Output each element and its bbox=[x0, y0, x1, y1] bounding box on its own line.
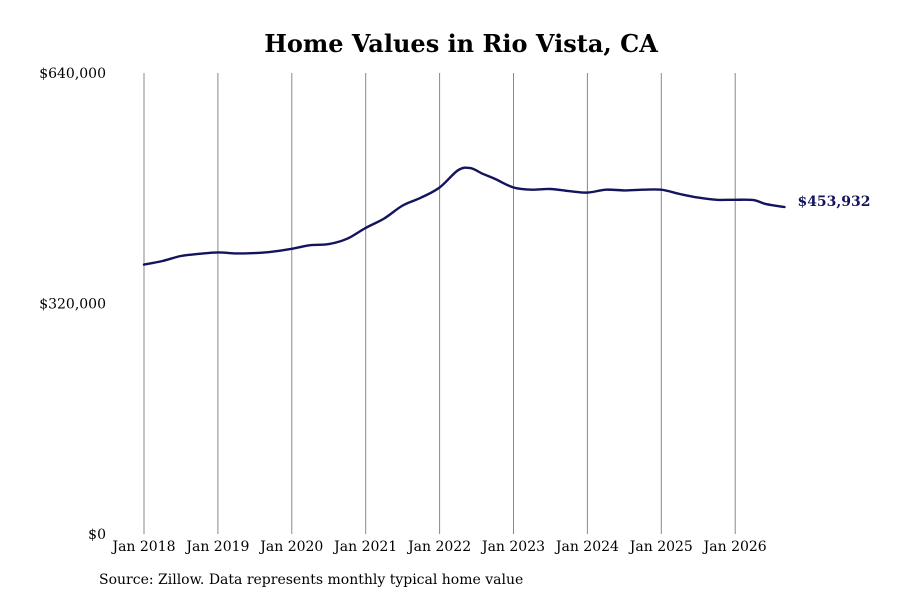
x-tick-label: Jan 2020 bbox=[258, 539, 323, 555]
x-tick-label: Jan 2021 bbox=[332, 539, 397, 555]
y-tick-label: $320,000 bbox=[39, 297, 106, 313]
series-line bbox=[142, 166, 786, 266]
x-tick-label: Jan 2026 bbox=[702, 539, 767, 555]
y-tick-label: $640,000 bbox=[39, 66, 106, 82]
chart-title: Home Values in Rio Vista, CA bbox=[264, 29, 658, 58]
x-tick-label: Jan 2024 bbox=[554, 539, 619, 555]
y-tick-label: $0 bbox=[88, 527, 106, 543]
x-tick-label: Jan 2018 bbox=[110, 539, 175, 555]
x-axis: Jan 2018 Jan 2019 Jan 2020 Jan 2021 Jan 2022… bbox=[110, 539, 766, 555]
x-tick-label: Jan 2022 bbox=[406, 539, 471, 555]
x-tick-label: Jan 2025 bbox=[628, 539, 693, 555]
grid-lines bbox=[143, 73, 736, 534]
x-tick-label: Jan 2019 bbox=[184, 539, 249, 555]
end-value-label: $453,932 bbox=[797, 194, 870, 210]
y-axis: $640,000 $320,000 $0 bbox=[39, 66, 106, 543]
source-note: Source: Zillow. Data represents monthly … bbox=[99, 572, 524, 588]
x-tick-label: Jan 2023 bbox=[480, 539, 545, 555]
